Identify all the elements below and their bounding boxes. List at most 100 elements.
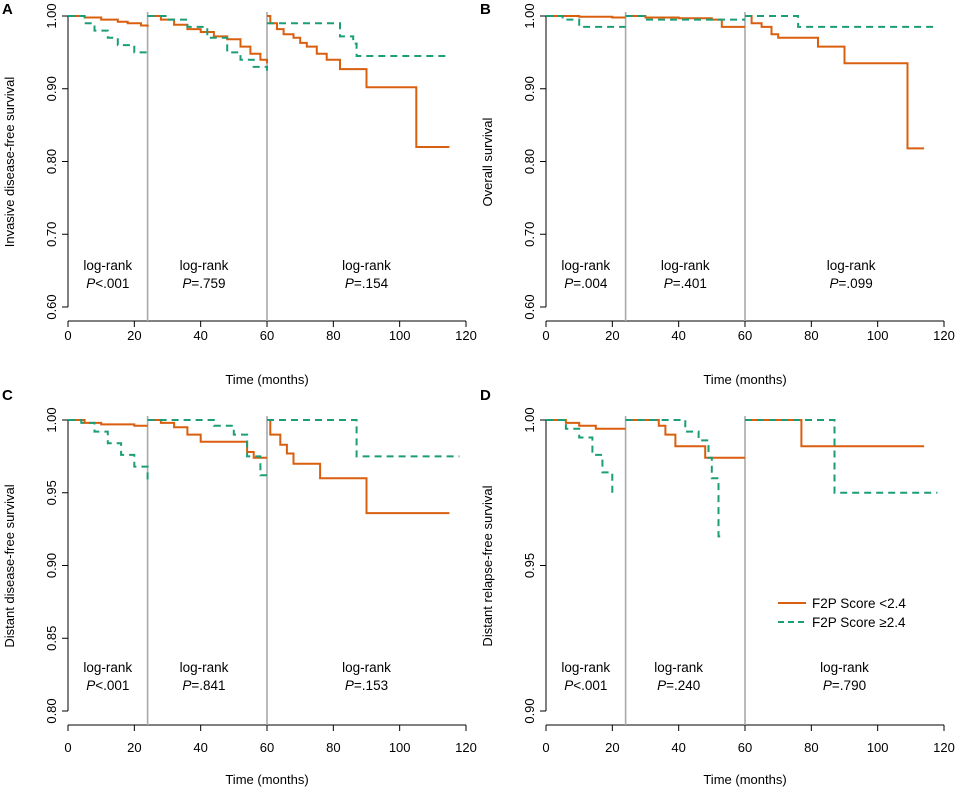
x-tick-label: 40 [671, 740, 685, 755]
survival-curve-high [68, 15, 149, 56]
y-tick-label: 1.00 [522, 3, 537, 28]
survival-curve-high [68, 419, 149, 483]
chart-panel-a: A 0 20 40 60 80 100 120 0.60 0.70 0.80 0.90 1.00 Time… [2, 1, 477, 387]
p-value: =.759 [191, 276, 225, 291]
panel-label: D [480, 387, 491, 404]
x-tick-label: 0 [64, 740, 71, 755]
x-axis-label: Time (months) [703, 372, 786, 387]
p-symbol: P [664, 276, 673, 291]
logrank-pvalue: P<.001 [86, 678, 129, 693]
survival-curve-low [267, 15, 450, 148]
logrank-label: log-rank [661, 258, 710, 273]
x-tick-label: 100 [867, 740, 889, 755]
x-tick-label: 20 [127, 328, 141, 343]
logrank-label: log-rank [342, 258, 391, 273]
p-symbol: P [823, 678, 832, 693]
logrank-label: log-rank [820, 660, 869, 675]
p-value: =.841 [191, 678, 225, 693]
survival-curve-high [147, 15, 268, 71]
survival-curve-low [625, 15, 745, 28]
p-value: =.099 [839, 276, 873, 291]
logrank-label: log-rank [180, 258, 229, 273]
logrank-pvalue: P=.790 [823, 678, 866, 693]
x-axis-label: Time (months) [703, 772, 786, 787]
y-tick-label: 0.90 [522, 76, 537, 101]
chart-panel-c: C 0 20 40 60 80 100 120 0.80 0.85 0.90 0.95 1.00 Time… [2, 387, 477, 787]
survival-curve-high [546, 419, 616, 494]
p-symbol: P [564, 276, 573, 291]
logrank-label: log-rank [83, 660, 132, 675]
panel-label: C [2, 387, 13, 404]
y-tick-label: 0.85 [44, 626, 59, 651]
p-symbol: P [564, 678, 573, 693]
x-tick-label: 120 [455, 740, 477, 755]
x-tick-label: 60 [260, 328, 274, 343]
x-tick-label: 100 [867, 328, 889, 343]
survival-curve-high [625, 15, 745, 21]
p-value: =.153 [354, 678, 388, 693]
y-tick-label: 0.60 [44, 294, 59, 319]
x-tick-label: 80 [326, 740, 340, 755]
logrank-pvalue: P=.759 [182, 276, 225, 291]
y-tick-label: 0.90 [522, 698, 537, 723]
p-value: =.790 [832, 678, 866, 693]
survival-curve-low [68, 15, 149, 27]
y-axis-label: Invasive disease-free survival [2, 77, 17, 248]
legend: F2P Score <2.4 F2P Score ≥2.4 [778, 596, 906, 630]
x-axis-label: Time (months) [225, 772, 308, 787]
logrank-label: log-rank [180, 660, 229, 675]
survival-curve-high [267, 419, 460, 458]
survival-curve-high [267, 22, 450, 57]
logrank-pvalue: P=.099 [830, 276, 873, 291]
y-axis-label: Distant disease-free survival [2, 484, 17, 647]
p-value: <.001 [573, 678, 607, 693]
panel-label: B [480, 1, 491, 18]
y-tick-label: 0.95 [44, 480, 59, 505]
y-axis-label: Distant relapse-free survival [480, 485, 495, 646]
y-tick-label: 1.00 [44, 3, 59, 28]
p-symbol: P [345, 678, 354, 693]
p-value: <.001 [95, 678, 129, 693]
x-tick-label: 20 [605, 328, 619, 343]
y-tick-label: 0.80 [44, 149, 59, 174]
logrank-label: log-rank [654, 660, 703, 675]
y-tick-label: 1.00 [522, 407, 537, 432]
x-tick-label: 60 [738, 740, 752, 755]
x-tick-label: 80 [326, 328, 340, 343]
survival-curve-low [745, 419, 925, 448]
panel-label: A [2, 1, 13, 18]
logrank-label: log-rank [827, 258, 876, 273]
survival-curve-low [546, 419, 626, 430]
x-tick-label: 0 [64, 328, 71, 343]
x-tick-label: 40 [193, 328, 207, 343]
p-symbol: P [345, 276, 354, 291]
y-tick-label: 0.80 [522, 149, 537, 174]
p-value: =.401 [673, 276, 707, 291]
p-symbol: P [830, 276, 839, 291]
x-tick-label: 80 [804, 328, 818, 343]
p-value: <.001 [95, 276, 129, 291]
logrank-pvalue: P=.004 [564, 276, 608, 291]
x-tick-label: 120 [455, 328, 477, 343]
p-value: =.004 [573, 276, 608, 291]
y-tick-label: 0.90 [44, 553, 59, 578]
logrank-pvalue: P=.153 [345, 678, 388, 693]
p-symbol: P [182, 678, 191, 693]
p-value: =.240 [666, 678, 700, 693]
y-axis-label: Overall survival [480, 117, 495, 206]
logrank-label: log-rank [342, 660, 391, 675]
y-tick-label: 0.90 [44, 76, 59, 101]
p-symbol: P [86, 678, 95, 693]
x-tick-label: 120 [933, 328, 955, 343]
legend-entry: F2P Score <2.4 [812, 596, 906, 611]
x-tick-label: 40 [193, 740, 207, 755]
survival-curve-low [546, 15, 626, 19]
x-tick-label: 120 [933, 740, 955, 755]
x-tick-label: 0 [542, 328, 549, 343]
x-tick-label: 100 [389, 328, 411, 343]
p-symbol: P [86, 276, 95, 291]
x-tick-label: 40 [671, 328, 685, 343]
p-symbol: P [182, 276, 191, 291]
x-axis-label: Time (months) [225, 372, 308, 387]
x-tick-label: 20 [127, 740, 141, 755]
